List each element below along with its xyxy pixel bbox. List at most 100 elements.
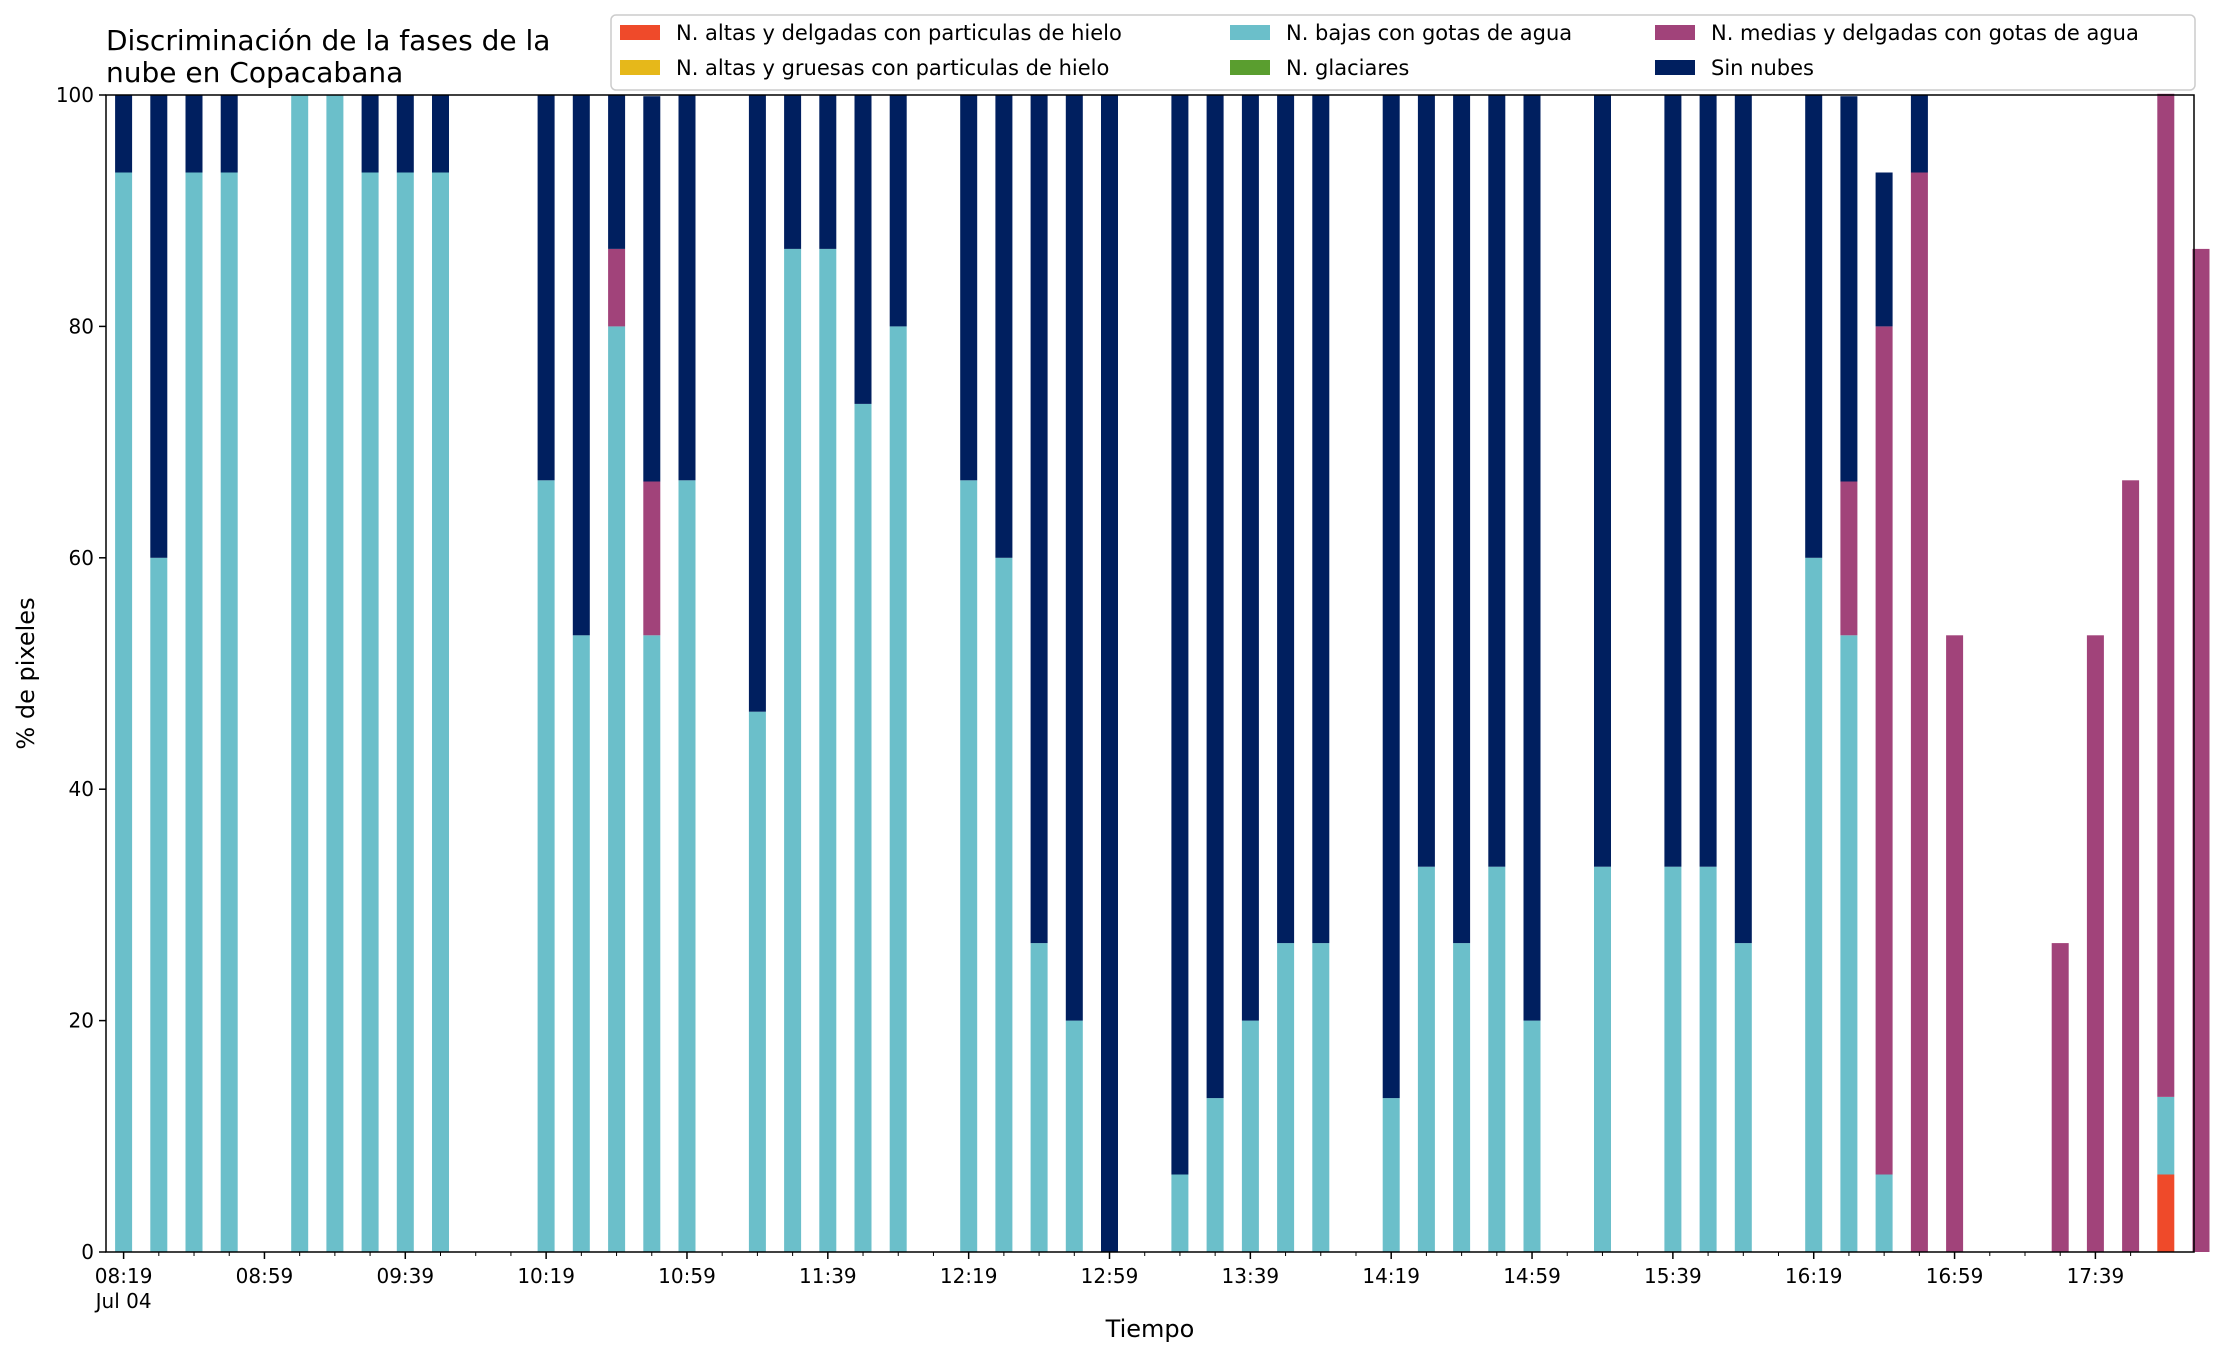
- legend-box: [610, 14, 2196, 91]
- bar-segment: [784, 248, 802, 1252]
- legend-swatch: [1230, 25, 1270, 40]
- x-tick-label: 14:19: [1362, 1264, 1420, 1288]
- bar-segment: [1171, 1174, 1189, 1252]
- bar-segment: [748, 95, 766, 712]
- bar-segment: [115, 172, 133, 1252]
- bar-segment: [2051, 943, 2069, 1252]
- bar-segment: [678, 480, 696, 1252]
- bar-segment: [643, 635, 661, 1252]
- legend-item: N. altas y delgadas con particulas de hi…: [620, 21, 1122, 45]
- bar-segment: [819, 95, 837, 249]
- legend-item: Sin nubes: [1655, 56, 1814, 80]
- legend-label: Sin nubes: [1711, 56, 1814, 80]
- legend: N. altas y delgadas con particulas de hi…: [610, 14, 2196, 91]
- bar-segment: [1171, 95, 1189, 1175]
- bar-segment: [1946, 635, 1964, 1252]
- x-tick-label: 09:39: [376, 1264, 434, 1288]
- legend-item: N. glaciares: [1230, 56, 1409, 80]
- bar-segment: [1805, 95, 1823, 558]
- bar-segment: [537, 95, 555, 481]
- x-tick-label: 15:39: [1644, 1264, 1702, 1288]
- x-tick-label: 11:39: [799, 1264, 857, 1288]
- x-axis: 08:19 08:59 09:39 10:19 10:59 11:39 12:19 12:59…: [94, 1252, 2132, 1313]
- x-tick-label: 08:19: [95, 1264, 153, 1288]
- bar-segment: [1488, 866, 1506, 1252]
- bar-segment: [678, 95, 696, 481]
- y-tick-label: 80: [69, 314, 94, 338]
- x-tick-label: 08:59: [236, 1264, 294, 1288]
- legend-swatch: [1655, 60, 1695, 75]
- bar-segment: [361, 172, 379, 1252]
- bar-segment: [2157, 1174, 2175, 1252]
- bar-segment: [1910, 95, 1928, 173]
- bar-segment: [2192, 248, 2210, 1252]
- bar-segment: [150, 95, 168, 558]
- bar-segment: [1699, 866, 1717, 1252]
- bar-segment: [1523, 1020, 1541, 1252]
- x-tick-label: 12:59: [1081, 1264, 1139, 1288]
- bar-segment: [643, 96, 661, 482]
- bar-segment: [326, 95, 344, 1252]
- bar-segment: [608, 248, 626, 327]
- bar-segment: [748, 711, 766, 1252]
- bar-segment: [889, 326, 907, 1252]
- bar-segment: [960, 95, 978, 481]
- legend-swatch: [620, 60, 660, 75]
- bar-segment: [1277, 943, 1295, 1252]
- x-tick-label: 10:19: [517, 1264, 575, 1288]
- bar-segment: [1594, 95, 1611, 867]
- bar-segment: [1523, 95, 1541, 1021]
- bar-segment: [1488, 95, 1506, 867]
- plot-frame: [105, 94, 2195, 1253]
- bar-segment: [185, 95, 203, 173]
- x-tick-label: 16:19: [1785, 1264, 1843, 1288]
- bar-segment: [608, 95, 626, 249]
- bar-segment: [220, 95, 238, 173]
- y-tick-label: 0: [81, 1240, 94, 1264]
- bar-segment: [1241, 95, 1259, 1021]
- x-tick-label: 13:39: [1222, 1264, 1280, 1288]
- bar-segment: [1453, 95, 1471, 944]
- bar-segment: [1417, 95, 1435, 867]
- bar-segment: [1734, 943, 1752, 1252]
- bar-segment: [1206, 95, 1224, 1099]
- bar-segment: [1875, 172, 1893, 327]
- bar-segment: [1699, 95, 1717, 867]
- y-tick-label: 40: [69, 777, 94, 801]
- bar-segment: [1840, 481, 1858, 636]
- x-tick-label: 12:19: [940, 1264, 998, 1288]
- y-tick-label: 20: [69, 1009, 94, 1033]
- x-tick-label: 16:59: [1926, 1264, 1984, 1288]
- bar-segment: [1840, 96, 1858, 482]
- legend-swatch: [620, 25, 660, 40]
- legend-label: N. altas y gruesas con particulas de hie…: [676, 56, 1109, 80]
- bar-segment: [1382, 95, 1400, 1099]
- bar-segment: [960, 480, 978, 1252]
- chart-title-line: nube en Copacabana: [106, 56, 403, 89]
- bar-segment: [2086, 635, 2104, 1252]
- y-axis-label: % de pixeles: [12, 597, 40, 749]
- y-tick-label: 60: [69, 546, 94, 570]
- bar-segment: [1312, 943, 1330, 1252]
- bar-segment: [1805, 557, 1823, 1252]
- bar-segment: [1664, 866, 1682, 1252]
- bar-segment: [115, 95, 133, 173]
- legend-label: N. altas y delgadas con particulas de hi…: [676, 21, 1122, 45]
- bar-segment: [185, 172, 203, 1252]
- x-date-label: Jul 04: [94, 1289, 152, 1313]
- bar-segment: [2157, 93, 2175, 1097]
- bar-segment: [995, 95, 1013, 558]
- bar-segment: [1734, 95, 1752, 944]
- bar-segment: [1312, 95, 1330, 944]
- bar-segment: [572, 95, 590, 636]
- legend-item: N. bajas con gotas de agua: [1230, 21, 1572, 45]
- bars: [115, 93, 2210, 1252]
- bar-segment: [1910, 172, 1928, 1252]
- bar-segment: [432, 172, 449, 1252]
- x-axis-label: Tiempo: [1105, 1315, 1195, 1343]
- bar-segment: [784, 95, 802, 249]
- bar-segment: [396, 95, 414, 173]
- bar-segment: [819, 248, 837, 1252]
